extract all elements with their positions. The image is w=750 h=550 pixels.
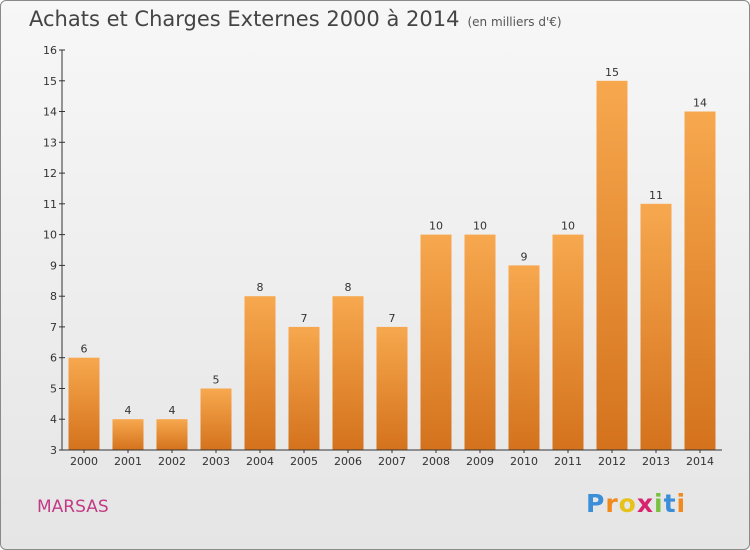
x-tick-label: 2010 [510, 455, 538, 468]
y-tick-label: 9 [50, 259, 57, 272]
y-tick-label: 7 [50, 321, 57, 334]
logo-letter: P [586, 489, 606, 518]
y-tick-label: 15 [43, 75, 57, 88]
x-tick-label: 2001 [114, 455, 142, 468]
proxiti-logo: Proxiti [586, 489, 686, 518]
y-tick-label: 12 [43, 167, 57, 180]
bars-group: 6 4 4 5 8 7 8 7 10 10 9 10 15 11 14 [68, 66, 716, 451]
data-label: 8 [257, 281, 264, 294]
bar [156, 419, 188, 450]
data-label: 6 [81, 343, 88, 356]
axes-group: 2000 2001 2002 2003 2004 2005 2006 2007 2008 2009… [43, 44, 722, 468]
data-label: 10 [473, 220, 487, 233]
y-tick-label: 5 [50, 383, 57, 396]
chart-title: Achats et Charges Externes 2000 à 2014 (e… [29, 7, 562, 31]
y-tick-label: 4 [50, 413, 57, 426]
bar [684, 111, 716, 450]
data-label: 4 [125, 404, 132, 417]
y-tick-label: 3 [50, 444, 57, 457]
chart-title-text: Achats et Charges Externes 2000 à 2014 [29, 7, 460, 31]
bar [420, 234, 452, 450]
y-tick-label: 13 [43, 136, 57, 149]
bar [508, 265, 540, 450]
bar [376, 326, 408, 450]
bar [464, 234, 496, 450]
y-tick-label: 16 [43, 44, 57, 57]
logo-letter: o [618, 489, 637, 518]
data-label: 7 [389, 312, 396, 325]
bar [640, 203, 672, 450]
x-tick-label: 2000 [70, 455, 98, 468]
y-tick-label: 8 [50, 290, 57, 303]
y-tick-label: 11 [43, 198, 57, 211]
data-label: 9 [521, 250, 528, 263]
y-tick-label: 14 [43, 106, 57, 119]
x-tick-label: 2013 [642, 455, 670, 468]
x-tick-label: 2004 [246, 455, 274, 468]
y-tick-label: 6 [50, 352, 57, 365]
bar [288, 326, 320, 450]
x-tick-label: 2007 [378, 455, 406, 468]
x-tick-label: 2011 [554, 455, 582, 468]
x-tick-label: 2012 [598, 455, 626, 468]
chart-unit: (en milliers d'€) [467, 15, 562, 29]
data-label: 15 [605, 66, 619, 79]
x-tick-label: 2008 [422, 455, 450, 468]
data-label: 10 [561, 220, 575, 233]
x-tick-label: 2009 [466, 455, 494, 468]
logo-letter: i [676, 489, 687, 518]
bar [68, 357, 100, 450]
data-label: 4 [169, 404, 176, 417]
logo-letter: i [654, 489, 664, 518]
bar [200, 388, 232, 450]
bar [332, 296, 364, 450]
data-label: 14 [693, 97, 707, 110]
bar [244, 296, 276, 450]
bar [552, 234, 584, 450]
data-label: 7 [301, 312, 308, 325]
commune-name: MARSAS [37, 497, 109, 517]
x-tick-label: 2005 [290, 455, 318, 468]
data-label: 5 [213, 374, 220, 387]
data-label: 8 [345, 281, 352, 294]
data-label: 11 [649, 189, 663, 202]
y-tick-label: 10 [43, 229, 57, 242]
x-tick-label: 2006 [334, 455, 362, 468]
x-tick-label: 2014 [686, 455, 714, 468]
x-tick-label: 2003 [202, 455, 230, 468]
logo-letter: x [636, 489, 654, 518]
bar [596, 80, 628, 451]
data-label: 10 [429, 220, 443, 233]
bar [112, 419, 144, 450]
x-tick-label: 2002 [158, 455, 186, 468]
logo-letter: r [605, 489, 619, 518]
logo-letter: t [663, 489, 677, 518]
